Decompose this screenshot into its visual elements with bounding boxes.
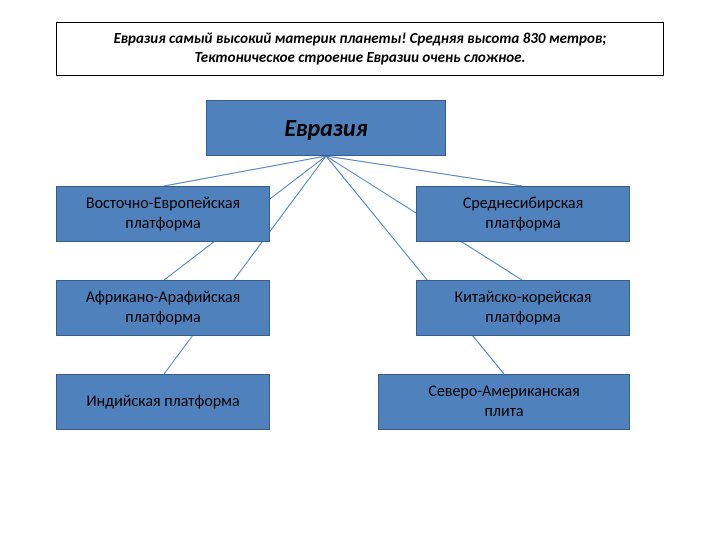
root-label: Евразия <box>284 114 367 143</box>
left-node-1: Африкано-Арафийскаяплатформа <box>56 280 270 336</box>
node-line1: Северо-Американская <box>428 382 579 402</box>
connector-line-0 <box>164 156 326 186</box>
connector-line-1 <box>326 156 522 186</box>
node-line1: Китайско-корейская <box>455 288 592 308</box>
node-line1: Индийская платформа <box>86 392 239 412</box>
header-line1: Евразия самый высокий материк планеты! С… <box>114 30 607 50</box>
node-line2: платформа <box>485 308 560 328</box>
left-node-2: Индийская платформа <box>56 374 270 430</box>
node-line2: платформа <box>485 214 560 234</box>
right-node-2: Северо-Американскаяплита <box>378 374 630 430</box>
node-line2: платформа <box>125 214 200 234</box>
connector-lines <box>0 0 720 540</box>
right-node-0: Среднесибирскаяплатформа <box>416 186 630 242</box>
node-line2: плита <box>485 402 524 422</box>
right-node-1: Китайско-корейскаяплатформа <box>416 280 630 336</box>
left-node-0: Восточно-Европейскаяплатформа <box>56 186 270 242</box>
node-line1: Среднесибирская <box>463 194 583 214</box>
root-node: Евразия <box>206 100 446 156</box>
node-line1: Восточно-Европейская <box>86 194 240 214</box>
header-line2: Тектоническое строение Евразии очень сло… <box>194 49 525 69</box>
node-line2: платформа <box>125 308 200 328</box>
node-line1: Африкано-Арафийская <box>86 288 240 308</box>
header-note: Евразия самый высокий материк планеты! С… <box>56 22 664 76</box>
